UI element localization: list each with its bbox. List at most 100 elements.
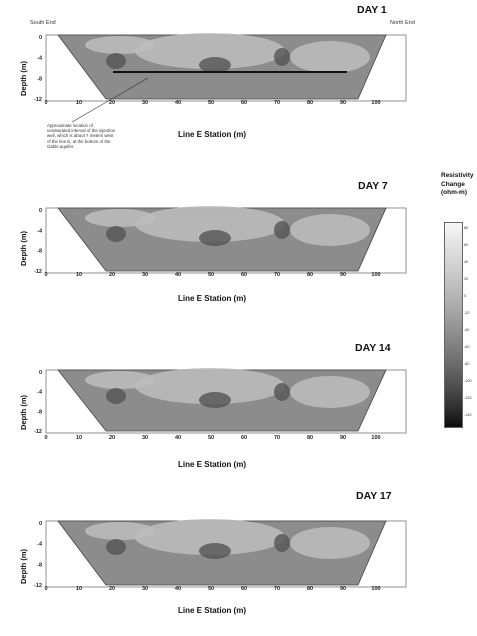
depth-tick-label: -12 (34, 97, 42, 103)
station-tick-label: 50 (208, 272, 214, 278)
north-end-label: North End (390, 20, 415, 26)
legend-tick-label: -40 (464, 328, 470, 332)
depth-tick-label: -4 (37, 390, 43, 396)
high-resistivity-zone (135, 368, 285, 404)
station-tick-label: 20 (109, 586, 115, 592)
annotation-pointer (71, 77, 149, 123)
station-axis-label: Line E Station (m) (178, 606, 246, 615)
station-tick-label: 100 (371, 435, 380, 441)
station-tick-label: 30 (142, 435, 148, 441)
station-tick-label: 70 (274, 586, 280, 592)
injection-annotation: Approximate location of unsaturated inte… (47, 123, 116, 149)
station-tick-label: 40 (175, 100, 181, 106)
station-tick-label: 20 (109, 272, 115, 278)
station-tick-label: 60 (241, 586, 247, 592)
low-resistivity-anomaly (106, 388, 126, 404)
legend-tick-label: -100 (464, 379, 472, 383)
station-tick-label: 80 (307, 435, 313, 441)
depth-tick-label: -8 (37, 562, 42, 568)
low-resistivity-anomaly (106, 539, 126, 555)
high-resistivity-zone (135, 33, 285, 69)
station-tick-label: 80 (307, 586, 313, 592)
legend-tick-label: 80 (464, 226, 469, 230)
station-tick-label: 90 (340, 435, 346, 441)
station-tick-label: 10 (76, 272, 82, 278)
station-tick-label: 60 (241, 100, 247, 106)
high-resistivity-zone (85, 209, 155, 227)
legend-tick-label: 40 (464, 260, 469, 264)
depth-tick-label: -8 (37, 409, 42, 415)
station-tick-label: 0 (44, 100, 47, 106)
legend-tick-label: 20 (464, 277, 469, 281)
station-tick-label: 90 (340, 272, 346, 278)
legend-title-line: (ohm-m) (441, 189, 467, 196)
legend-tick-label: 60 (464, 243, 469, 247)
station-tick-label: 50 (208, 100, 214, 106)
station-tick-label: 70 (274, 272, 280, 278)
depth-tick-label: -12 (34, 583, 42, 589)
station-tick-label: 70 (274, 100, 280, 106)
station-tick-label: 80 (307, 272, 313, 278)
day-1-title: DAY 1 (357, 4, 387, 16)
high-resistivity-zone (135, 206, 285, 242)
legend-title-line: Change (441, 180, 465, 188)
resistivity-section-day-14: 0-4-8-120 10 20 30 40 50 60 70 80 90 100 (34, 368, 407, 441)
station-tick-label: 20 (109, 100, 115, 106)
station-tick-label: 90 (340, 586, 346, 592)
low-resistivity-anomaly (274, 534, 290, 552)
south-end-label: South End (30, 20, 56, 26)
legend-tick-label: 0 (464, 294, 467, 298)
low-resistivity-anomaly (274, 221, 290, 239)
panel-day-1: DAY 1 South End North End Depth (m) 0 -4-… (0, 0, 420, 150)
legend-tick-label: -60 (464, 345, 470, 349)
station-tick-label: 0 (44, 272, 47, 278)
panel-day-7: DAY 7 Depth (m) 0 -4 -8 -12 0 10 20 30 40 50 60 70 8… (0, 168, 420, 318)
station-tick-label: 0 (44, 586, 47, 592)
depth-tick-label: -8 (37, 76, 42, 82)
station-axis-label: Line E Station (m) (178, 294, 246, 303)
panel-day-14: DAY 14 Depth (m) 0 -4 -8 -12 0 10 20 30 40 50 60 70… (0, 332, 420, 482)
depth-tick-label: -12 (34, 429, 42, 435)
station-axis-label: Line E Station (m) (178, 130, 246, 139)
high-resistivity-zone (85, 36, 155, 54)
day-7-title: DAY 7 (358, 180, 388, 192)
station-tick-label: 0 (44, 435, 47, 441)
high-resistivity-zone (290, 41, 370, 73)
high-resistivity-zone (290, 214, 370, 246)
legend-title-line: Resistivity (441, 172, 474, 179)
low-resistivity-anomaly (106, 226, 126, 242)
depth-tick-label: 0 (39, 35, 42, 41)
station-tick-label: 70 (274, 435, 280, 441)
station-tick-label: 30 (142, 586, 148, 592)
depth-tick-label: 0 (39, 521, 42, 527)
station-tick-label: 20 (109, 435, 115, 441)
station-tick-label: 80 (307, 100, 313, 106)
resistivity-section-day-7: 0-4-8-12 0 10 20 30 40 50 60 70 80 90 100 (34, 206, 407, 278)
high-resistivity-zone (290, 527, 370, 559)
depth-tick-label: 0 (39, 208, 42, 214)
station-tick-label: 10 (76, 586, 82, 592)
high-resistivity-zone (135, 519, 285, 555)
legend-title: Resistivity Change (ohm-m) (441, 172, 474, 198)
low-resistivity-anomaly (199, 57, 231, 73)
depth-tick-label: 0 (39, 370, 42, 376)
depth-tick-label: -8 (37, 249, 42, 255)
station-tick-label: 50 (208, 435, 214, 441)
high-resistivity-zone (85, 522, 155, 540)
station-tick-label: 40 (175, 272, 181, 278)
station-tick-label: 10 (76, 100, 82, 106)
station-tick-label: 100 (371, 586, 380, 592)
resistivity-section-day-17: 0-4-8-12 0 10 20 30 40 50 60 70 80 90 100 (34, 519, 407, 592)
low-resistivity-anomaly (274, 48, 290, 66)
depth-tick-label: -4 (37, 56, 43, 62)
day-14-title: DAY 14 (355, 342, 391, 354)
station-tick-label: 60 (241, 435, 247, 441)
station-tick-label: 100 (371, 100, 380, 106)
station-tick-label: 50 (208, 586, 214, 592)
day-17-title: DAY 17 (356, 490, 392, 502)
depth-tick-label: -4 (37, 228, 43, 234)
resistivity-section-day-1: 0-4-8-12 0 10 20 30 40 50 60 70 80 90 100 (34, 33, 407, 123)
station-tick-label: 100 (371, 272, 380, 278)
station-tick-label: 40 (175, 435, 181, 441)
depth-tick-label: -12 (34, 269, 42, 275)
